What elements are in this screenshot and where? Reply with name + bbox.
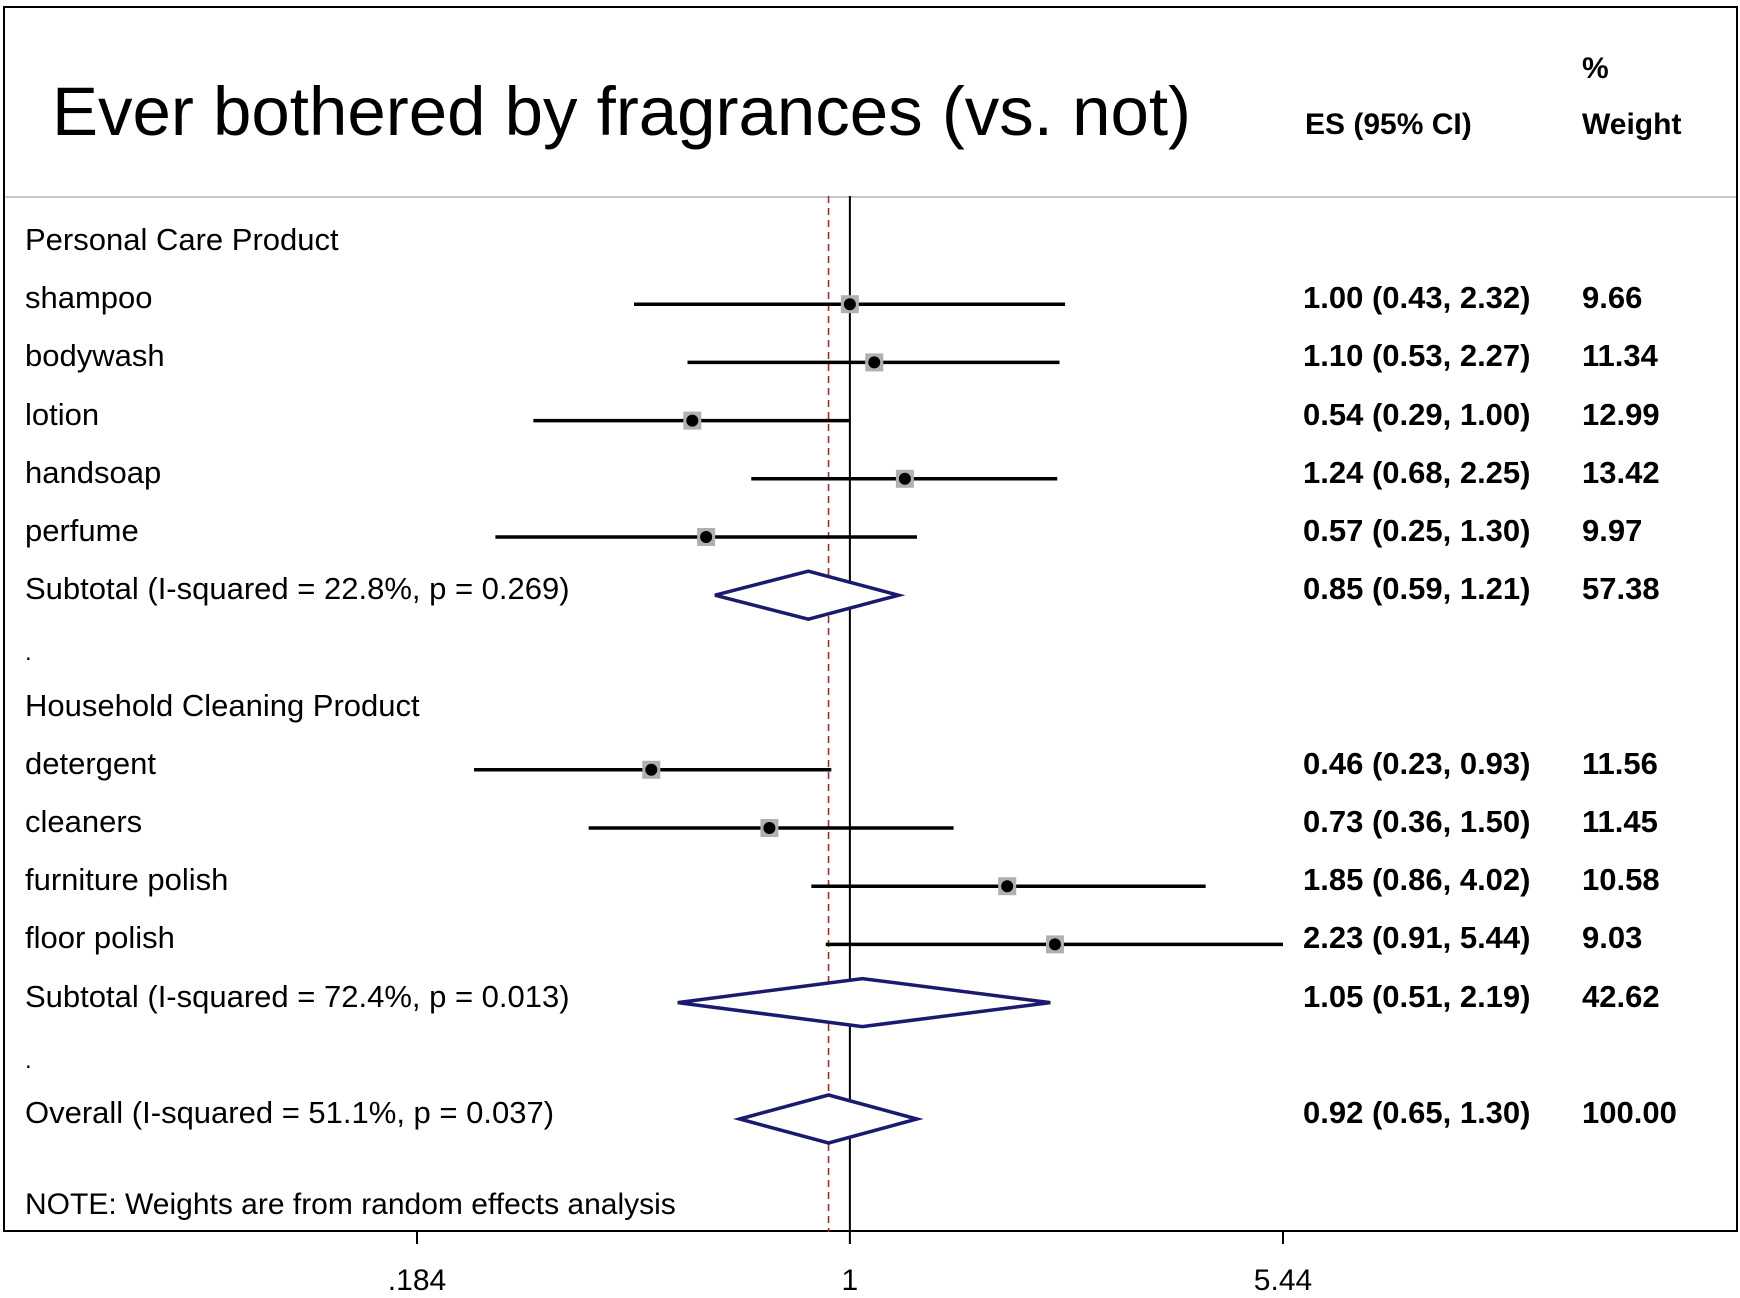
point-estimate <box>868 356 881 369</box>
effect-size-ci: 1.05 (0.51, 2.19) <box>1303 978 1531 1014</box>
overall-label: Overall (I-squared = 51.1%, p = 0.037) <box>25 1095 555 1130</box>
es-column-header: ES (95% CI) <box>1305 108 1472 141</box>
spacer-dot: . <box>25 1046 32 1074</box>
weight-column-header-percent: % <box>1582 52 1609 85</box>
point-estimate <box>763 822 776 834</box>
subtotal-diamond <box>714 569 906 622</box>
effect-size-ci: 2.23 (0.91, 5.44) <box>1303 920 1531 956</box>
point-estimate <box>1048 938 1061 951</box>
weight-value: 12.99 <box>1582 396 1660 432</box>
subtotal-diamond <box>677 976 1051 1029</box>
weight-value: 57.38 <box>1582 571 1660 607</box>
weight-value: 9.03 <box>1582 920 1643 956</box>
weight-value: 100.00 <box>1582 1095 1677 1130</box>
study-label: detergent <box>25 745 156 781</box>
subtotal-label: Subtotal (I-squared = 72.4%, p = 0.013) <box>25 978 570 1014</box>
plot-frame <box>3 6 1738 1232</box>
effect-size-ci: 0.54 (0.29, 1.00) <box>1303 396 1531 432</box>
effect-size-ci: 0.57 (0.25, 1.30) <box>1303 513 1531 548</box>
weight-value: 13.42 <box>1582 454 1660 490</box>
x-tick-label: 5.44 <box>1253 1264 1313 1297</box>
weight-value: 11.56 <box>1582 745 1658 781</box>
effect-size-ci: 1.00 (0.43, 2.32) <box>1303 280 1531 316</box>
weight-value: 42.62 <box>1582 978 1660 1014</box>
point-estimate <box>686 414 699 427</box>
header-divider <box>5 196 1736 198</box>
weight-value: 9.97 <box>1582 513 1643 548</box>
effect-size-ci: 1.10 (0.53, 2.27) <box>1303 338 1531 374</box>
point-estimate <box>1001 880 1014 893</box>
effect-size-ci: 0.92 (0.65, 1.30) <box>1303 1095 1531 1130</box>
overall-diamond <box>733 1093 924 1145</box>
subtotal-label: Subtotal (I-squared = 22.8%, p = 0.269) <box>25 571 570 607</box>
weight-value: 10.58 <box>1582 862 1660 898</box>
study-label: perfume <box>25 513 139 548</box>
weight-value: 11.34 <box>1582 338 1658 374</box>
footnote: NOTE: Weights are from random effects an… <box>25 1188 676 1221</box>
effect-size-ci: 1.24 (0.68, 2.25) <box>1303 454 1531 490</box>
weight-column-header: Weight <box>1582 108 1682 141</box>
study-label: bodywash <box>25 338 165 374</box>
study-label: lotion <box>25 396 100 432</box>
study-label: furniture polish <box>25 862 229 898</box>
point-estimate <box>700 531 713 543</box>
point-estimate <box>645 763 658 776</box>
x-tick-label: .184 <box>387 1264 447 1297</box>
point-estimate <box>898 472 911 485</box>
chart-title: Ever bothered by fragrances (vs. not) <box>52 73 1192 150</box>
effect-size-ci: 0.46 (0.23, 0.93) <box>1303 745 1531 781</box>
study-label: floor polish <box>25 920 175 956</box>
group-label: Household Cleaning Product <box>25 687 420 723</box>
group-label: Personal Care Product <box>25 222 339 257</box>
point-estimate <box>843 298 856 311</box>
study-label: handsoap <box>25 454 162 490</box>
effect-size-ci: 0.85 (0.59, 1.21) <box>1303 571 1531 607</box>
x-tick-label: 1 <box>841 1264 859 1297</box>
study-label: cleaners <box>25 804 143 839</box>
effect-size-ci: 1.85 (0.86, 4.02) <box>1303 862 1531 898</box>
study-label: shampoo <box>25 280 153 316</box>
weight-value: 11.45 <box>1582 804 1658 839</box>
effect-size-ci: 0.73 (0.36, 1.50) <box>1303 804 1531 839</box>
spacer-dot: . <box>25 639 32 667</box>
weight-value: 9.66 <box>1582 280 1643 316</box>
